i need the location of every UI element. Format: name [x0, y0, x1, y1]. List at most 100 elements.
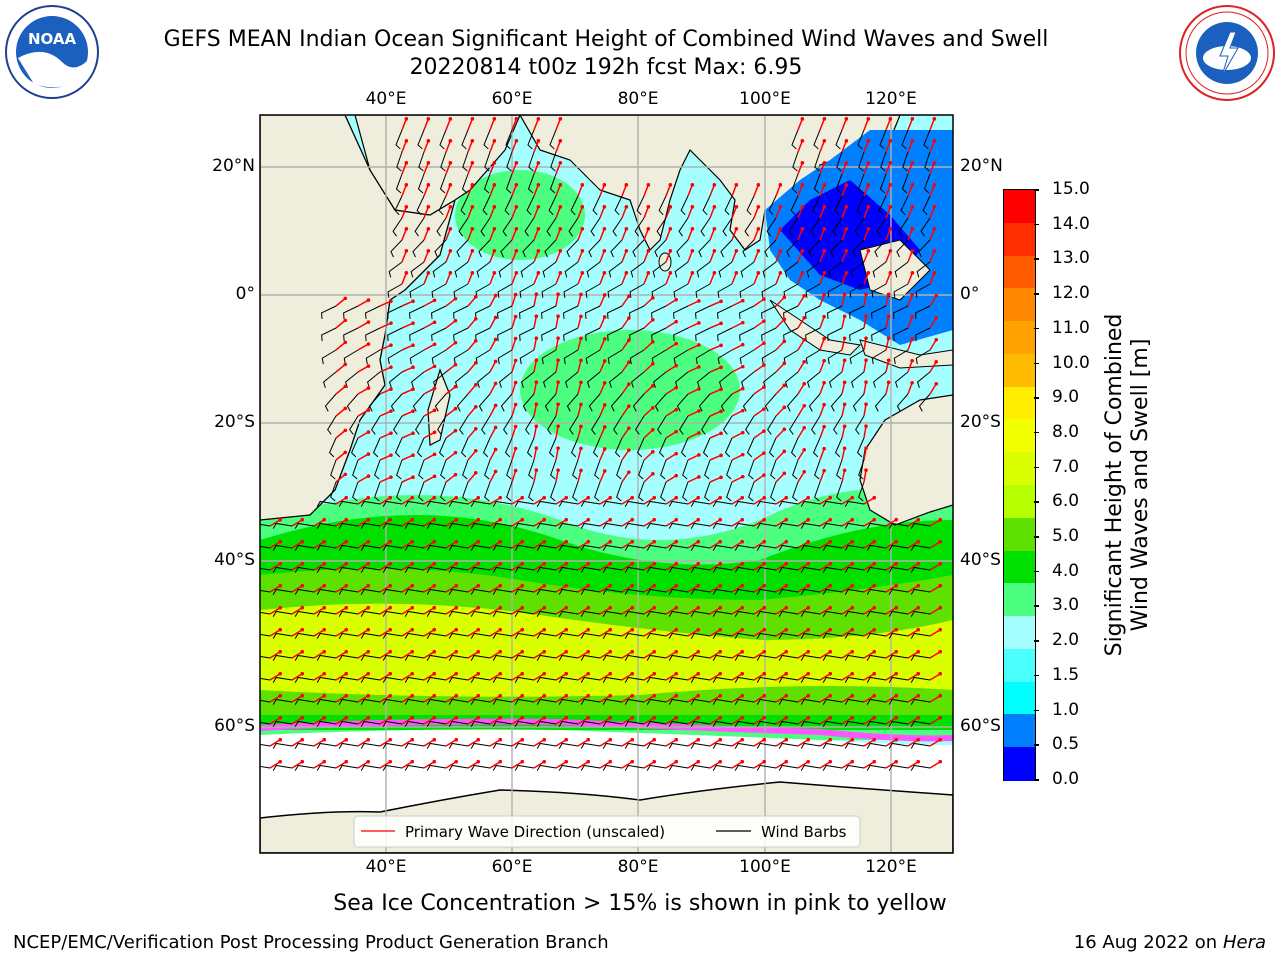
wave-direction-arrow: [731, 228, 738, 241]
wave-arrow-head: [426, 117, 431, 121]
wave-direction-arrow: [445, 519, 457, 527]
wind-barb: [756, 632, 777, 639]
wave-arrow-head: [828, 627, 833, 632]
wind-barb: [745, 415, 755, 435]
wave-arrow-head: [916, 561, 921, 566]
wave-arrow-head: [366, 452, 371, 456]
wave-direction-arrow: [841, 761, 853, 769]
wind-barb: [852, 393, 865, 412]
wave-direction-arrow: [335, 429, 346, 439]
wave-direction-arrow: [357, 497, 369, 505]
wave-arrow-head: [476, 627, 481, 632]
wave-direction-arrow: [445, 364, 456, 373]
wind-barb: [778, 698, 799, 705]
wave-arrow-head: [366, 715, 371, 720]
wave-arrow-head: [453, 340, 458, 345]
footer-date: 16 Aug 2022 on: [1073, 932, 1218, 953]
wave-direction-arrow: [511, 448, 517, 461]
wave-direction-arrow: [555, 695, 567, 703]
wave-arrow-head: [322, 605, 327, 610]
wave-direction-arrow: [511, 651, 523, 659]
wind-barb: [910, 742, 931, 749]
wind-barb: [761, 327, 777, 342]
wave-arrow-head: [410, 561, 415, 566]
wave-direction-arrow: [709, 519, 721, 527]
wave-direction-arrow: [357, 563, 369, 571]
wind-barb: [646, 566, 667, 573]
wave-direction-arrow: [643, 228, 650, 241]
wave-direction-arrow: [621, 563, 633, 571]
wind-barb: [668, 522, 689, 529]
wave-direction-arrow: [841, 651, 853, 659]
wave-direction-arrow: [819, 118, 826, 131]
wind-barb: [718, 371, 733, 388]
wave-arrow-head: [579, 424, 583, 429]
wave-arrow-head: [388, 737, 393, 742]
wind-barb: [542, 261, 557, 278]
wave-direction-arrow: [511, 673, 523, 681]
wave-arrow-head: [740, 583, 745, 588]
wave-direction-arrow: [467, 296, 477, 307]
wave-direction-arrow: [555, 607, 567, 615]
wave-direction-arrow: [885, 360, 890, 373]
wave-arrow-head: [696, 649, 701, 654]
wind-barb: [871, 349, 887, 365]
wave-direction-arrow: [885, 673, 897, 681]
wind-barb: [800, 566, 821, 573]
wave-arrow-head: [822, 446, 826, 451]
wind-barb: [901, 173, 909, 194]
wave-arrow-head: [388, 605, 393, 610]
wave-arrow-head: [674, 759, 679, 764]
colorbar-tick-label: 11.0: [1052, 317, 1090, 338]
wave-direction-arrow: [841, 228, 848, 241]
wind-barb: [316, 720, 337, 727]
wave-arrow-head: [782, 427, 787, 432]
wave-direction-arrow: [489, 272, 496, 285]
wind-barb: [788, 217, 799, 237]
wave-arrow-head: [842, 468, 847, 473]
wave-arrow-head: [410, 649, 415, 654]
wave-direction-arrow: [291, 739, 303, 747]
wind-barb: [791, 173, 799, 194]
wave-direction-arrow: [489, 405, 497, 417]
wind-barb: [800, 720, 821, 727]
wave-direction-arrow: [577, 316, 582, 329]
wave-arrow-head: [938, 605, 943, 610]
wind-barb: [558, 522, 579, 529]
wave-arrow-head: [300, 737, 305, 742]
wave-arrow-head: [782, 449, 787, 454]
wave-direction-arrow: [577, 673, 589, 681]
wave-direction-arrow: [489, 361, 497, 373]
wave-direction-arrow: [401, 140, 408, 153]
wind-barb: [440, 459, 447, 480]
wave-direction-arrow: [863, 206, 870, 219]
wave-direction-arrow: [907, 184, 914, 197]
wind-barb: [920, 217, 931, 237]
wind-barb: [624, 588, 645, 595]
wave-arrow-head: [674, 715, 679, 720]
wave-arrow-head: [782, 295, 787, 300]
wave-direction-arrow: [577, 497, 589, 505]
wave-arrow-head: [800, 249, 805, 253]
wave-arrow-head: [454, 671, 459, 676]
wave-arrow-head: [864, 292, 868, 296]
wave-direction-arrow: [423, 365, 435, 373]
wind-barb: [388, 371, 403, 388]
wave-arrow-head: [514, 161, 519, 165]
wave-direction-arrow: [709, 563, 721, 571]
wave-arrow-head: [822, 336, 826, 341]
colorbar-tick-mark: [1034, 536, 1039, 538]
footer-right: 16 Aug 2022 on Hera: [1074, 932, 1266, 953]
wind-barb: [678, 217, 689, 237]
wave-direction-arrow: [643, 629, 655, 637]
wave-direction-arrow: [533, 272, 540, 285]
wind-barb: [651, 327, 667, 342]
wave-direction-arrow: [665, 453, 677, 461]
wave-arrow-head: [602, 403, 607, 407]
wave-arrow-head: [602, 205, 607, 209]
wave-direction-arrow: [621, 673, 633, 681]
wave-direction-arrow: [753, 408, 765, 417]
wind-barb: [558, 698, 579, 705]
wind-barb: [580, 544, 601, 551]
nws-logo: [1178, 4, 1276, 102]
